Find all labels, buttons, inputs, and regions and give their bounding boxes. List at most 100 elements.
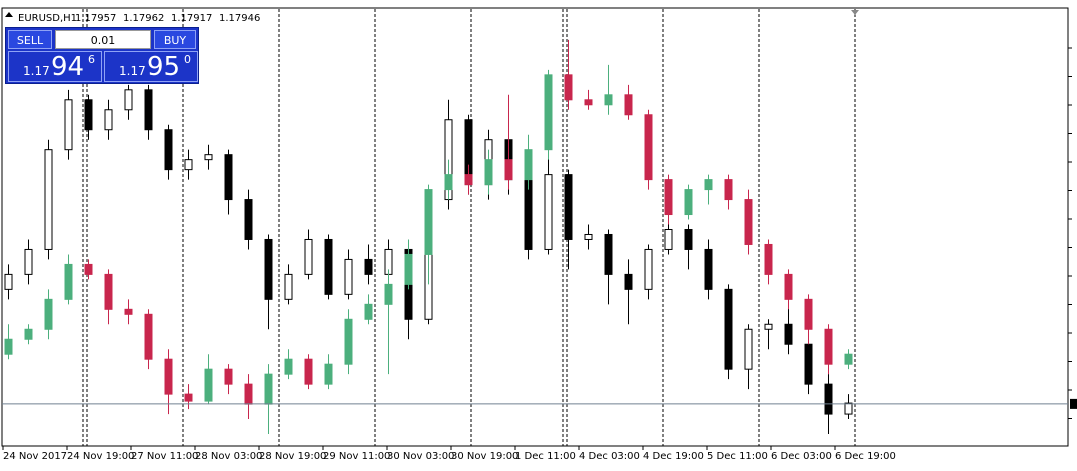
ask-big: 1.17 (119, 64, 146, 78)
candle-body (224, 154, 233, 201)
x-tick-label: 24 Nov 2017 (3, 451, 67, 462)
candle-body (64, 99, 73, 151)
candle-body (124, 89, 133, 111)
x-tick-label: 6 Dec 03:00 (771, 451, 832, 462)
candle-body (744, 328, 753, 370)
x-tick-label: 4 Dec 03:00 (579, 451, 640, 462)
candle-body (84, 99, 93, 131)
x-tick-label: 24 Nov 19:00 (67, 451, 134, 462)
candle-body (304, 238, 313, 275)
x-tick-label: 30 Nov 19:00 (451, 451, 518, 462)
menu-arrow[interactable] (5, 12, 13, 17)
candle-body (804, 298, 813, 330)
candle-body (264, 238, 273, 300)
candle-body (44, 298, 53, 330)
candle-body (104, 109, 113, 131)
candle-body (304, 358, 313, 385)
x-tick-label: 30 Nov 03:00 (387, 451, 454, 462)
price-label (1070, 398, 1077, 409)
candle-body (204, 368, 213, 402)
candle-body (604, 233, 613, 275)
candle-body (104, 273, 113, 310)
candle-body (824, 383, 833, 415)
candle-body (424, 189, 433, 255)
candle-body (124, 308, 133, 315)
shift-marker (851, 10, 859, 15)
candle-body (284, 273, 293, 300)
candle-body (264, 373, 273, 405)
candle-body (4, 273, 13, 290)
candle-body (524, 149, 533, 181)
candle-body (584, 99, 593, 106)
candle-body (504, 159, 513, 181)
candle-body (44, 149, 53, 250)
bid-main: 94 (51, 52, 85, 82)
ohlc-value: 1.17957 (75, 13, 116, 24)
lot-value: 0.01 (90, 34, 116, 47)
candles (4, 39, 853, 435)
candle-body (724, 179, 733, 201)
candle-body (364, 258, 373, 275)
candle-body (844, 353, 853, 365)
candle-body (844, 402, 853, 415)
candle-body (84, 263, 93, 275)
ask-pip: 0 (184, 53, 191, 66)
x-tick-label: 29 Nov 11:00 (323, 451, 390, 462)
candle-body (784, 273, 793, 300)
candle-body (244, 199, 253, 240)
candle-body (24, 248, 33, 275)
candle-body (64, 263, 73, 300)
candle-body (704, 248, 713, 290)
candle-body (344, 318, 353, 365)
candle-body (824, 328, 833, 365)
candle-body (164, 129, 173, 171)
ohlc-value: 1.17962 (123, 13, 164, 24)
x-tick-label: 6 Dec 19:00 (835, 451, 896, 462)
sell-button[interactable]: SELL (8, 30, 52, 49)
trade-panel: SELL 0.01 BUY 1.17 94 6 1.17 95 0 (5, 27, 199, 84)
x-tick-label: 28 Nov 03:00 (195, 451, 262, 462)
lot-input[interactable]: 0.01 (55, 30, 151, 49)
candle-body (284, 358, 293, 375)
buy-button[interactable]: BUY (154, 30, 196, 49)
candle-body (584, 233, 593, 240)
ask-quote[interactable]: 1.17 95 0 (104, 51, 198, 82)
candle-body (644, 248, 653, 290)
candle-body (244, 383, 253, 405)
candle-body (524, 179, 533, 250)
candle-body (24, 328, 33, 340)
candle-body (544, 174, 553, 250)
candle-body (564, 174, 573, 240)
candle-body (704, 179, 713, 191)
candle-body (324, 238, 333, 295)
candle-body (224, 368, 233, 385)
x-tick-label: 5 Dec 11:00 (707, 451, 768, 462)
x-tick-label: 4 Dec 19:00 (643, 451, 704, 462)
candle-body (144, 313, 153, 360)
x-tick-label: 1 Dec 11:00 (515, 451, 576, 462)
candle-body (484, 159, 493, 186)
symbol: EURUSD,H1 (18, 13, 77, 24)
ohlc-value: 1.17917 (171, 13, 212, 24)
candle-body (744, 199, 753, 245)
candle-body (184, 159, 193, 171)
bid-big: 1.17 (23, 64, 50, 78)
candle-body (604, 94, 613, 106)
candle-body (764, 243, 773, 275)
x-tick-label: 28 Nov 19:00 (259, 451, 326, 462)
candle-body (564, 74, 573, 101)
candle-body (444, 174, 453, 191)
candle-body (624, 273, 633, 290)
candle-body (624, 94, 633, 116)
bid-quote[interactable]: 1.17 94 6 (8, 51, 102, 82)
header-ohlc: 1.17957 1.17962 1.17917 1.17946 (75, 13, 260, 24)
candle-body (784, 323, 793, 345)
candle-body (664, 179, 673, 216)
candle-body (344, 258, 353, 295)
candle-body (544, 74, 553, 151)
ohlc-value: 1.17946 (219, 13, 260, 24)
candle-body (404, 253, 413, 285)
candle-body (204, 154, 213, 161)
candle-body (724, 288, 733, 370)
